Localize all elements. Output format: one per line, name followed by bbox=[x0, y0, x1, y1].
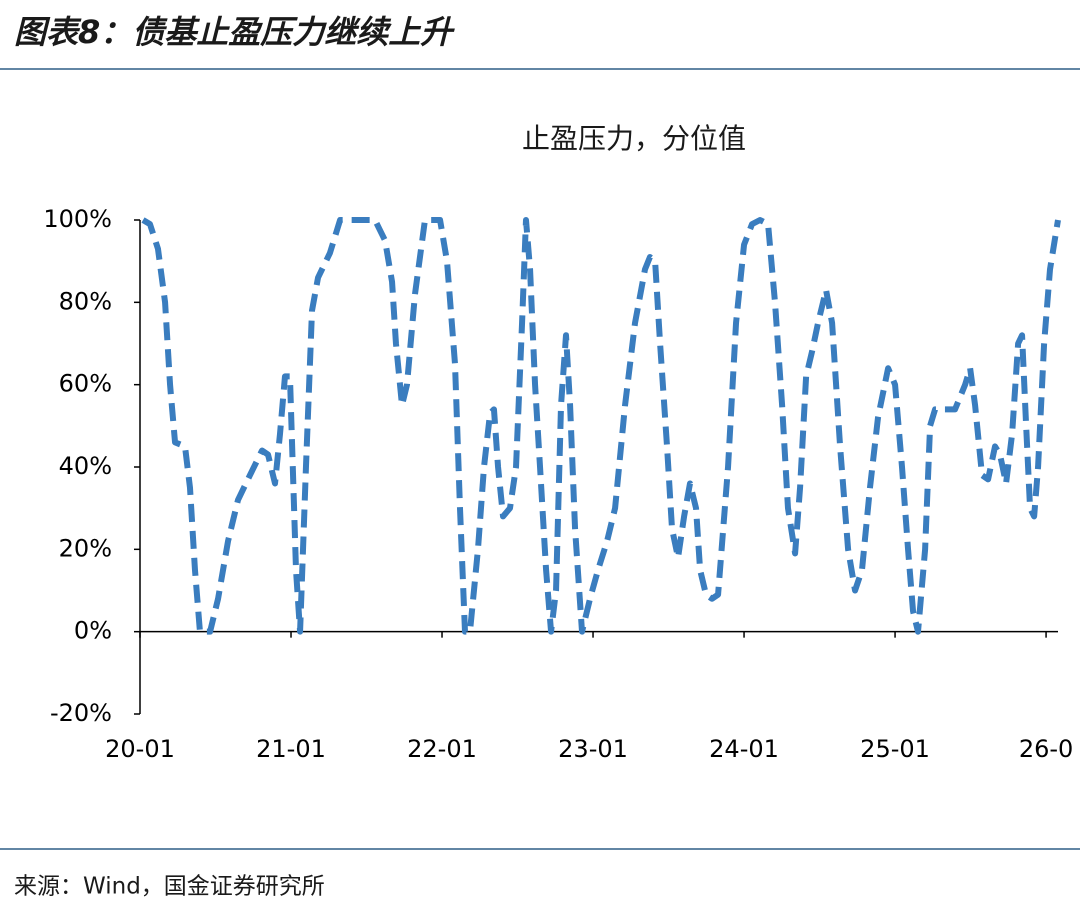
page-title: 图表8：债基止盈压力继续上升 bbox=[14, 13, 455, 51]
y-tick-label: 60% bbox=[59, 370, 112, 398]
chart-title: 止盈压力，分位值 bbox=[522, 122, 746, 155]
x-tick-label: 22-01 bbox=[407, 735, 477, 763]
data-line bbox=[141, 217, 1061, 635]
y-tick-label: 40% bbox=[59, 452, 112, 480]
x-tick-label: 25-01 bbox=[860, 735, 930, 763]
y-tick-label: 0% bbox=[74, 617, 112, 645]
x-tick-label: 24-01 bbox=[709, 735, 779, 763]
x-tick-label: 21-01 bbox=[256, 735, 326, 763]
y-tick-label: -20% bbox=[50, 699, 112, 727]
x-tick-label: 20-01 bbox=[105, 735, 175, 763]
x-tick-label: 23-01 bbox=[558, 735, 628, 763]
x-tick-label: 26-0 bbox=[1019, 735, 1073, 763]
source-note: 来源：Wind，国金证券研究所 bbox=[14, 874, 325, 900]
y-tick-label: 100% bbox=[43, 205, 112, 233]
y-tick-label: 80% bbox=[59, 287, 112, 315]
y-tick-label: 20% bbox=[59, 534, 112, 562]
